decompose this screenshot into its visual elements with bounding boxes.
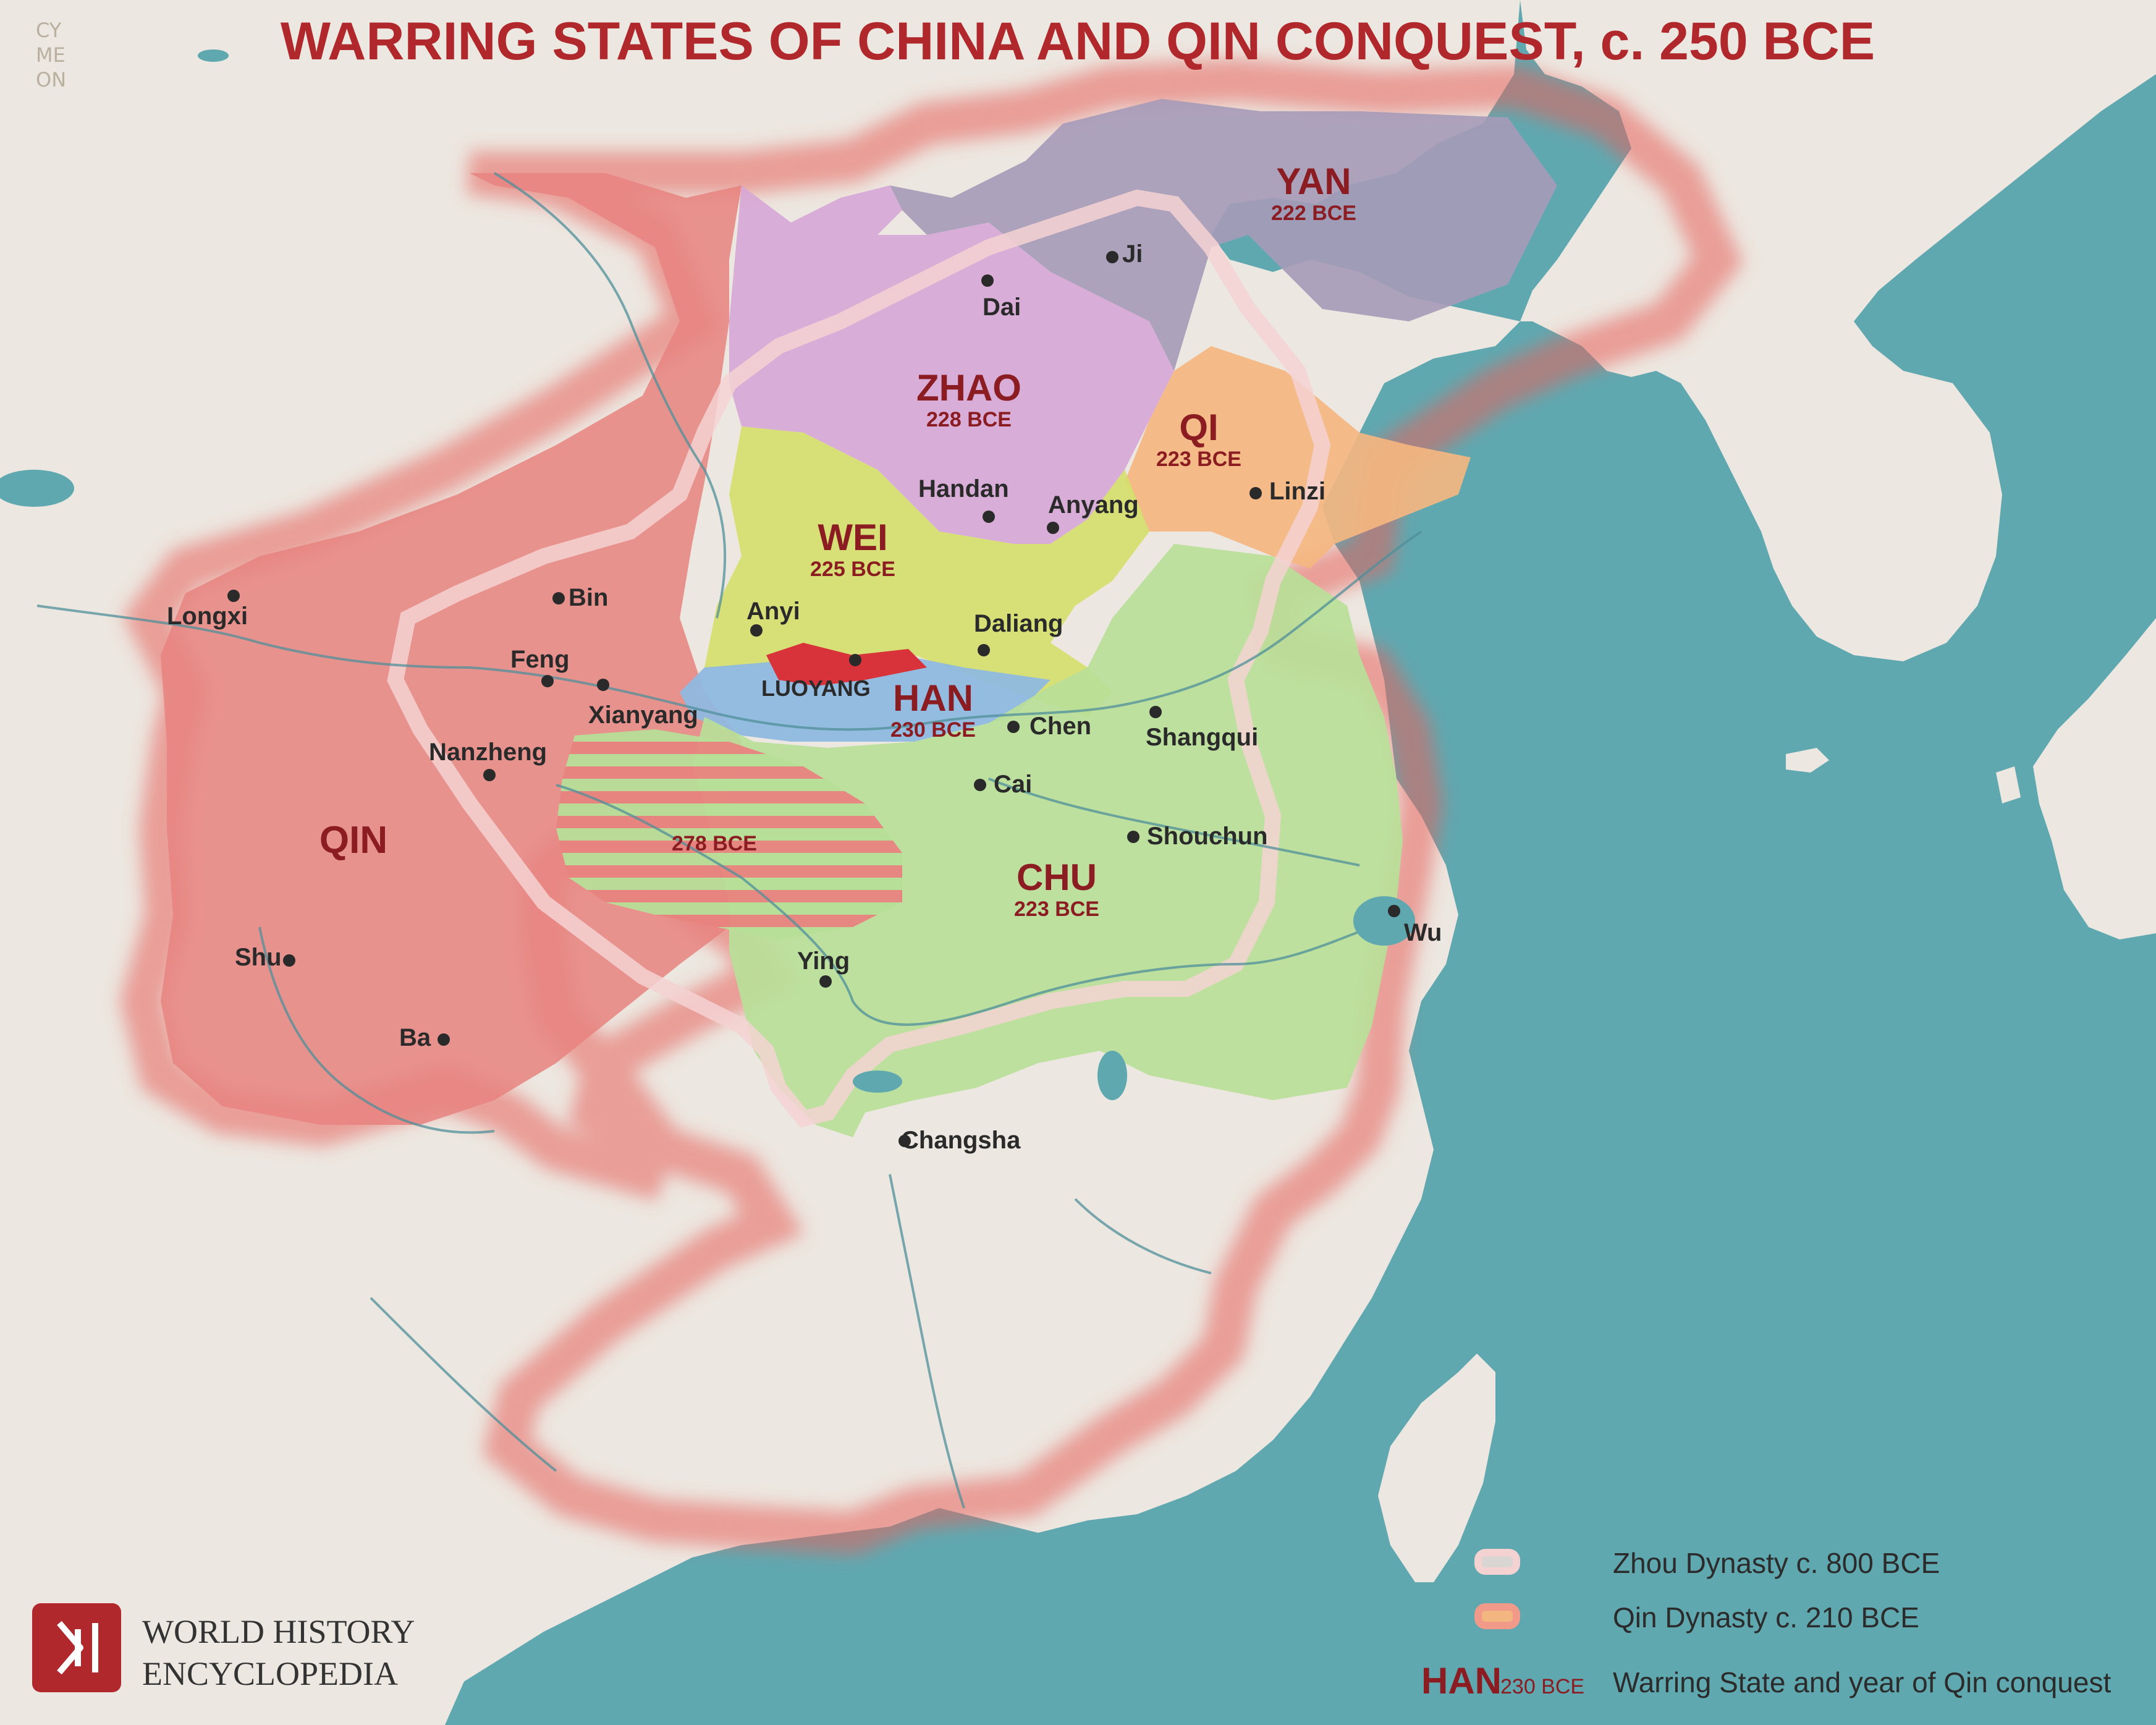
lake-dongting bbox=[853, 1070, 902, 1093]
state-year-chu: 223 BCE bbox=[1014, 897, 1099, 921]
svg-text:Feng: Feng bbox=[510, 646, 570, 673]
svg-text:Nanzheng: Nanzheng bbox=[429, 739, 547, 766]
qin-dynasty-boundary bbox=[119, 58, 1743, 1555]
state-label-han: HAN bbox=[893, 677, 973, 719]
city-shu: Shu bbox=[235, 944, 295, 971]
svg-text:Ying: Ying bbox=[797, 947, 850, 975]
svg-text:Anyang: Anyang bbox=[1048, 491, 1139, 519]
city-nanzheng: Nanzheng bbox=[429, 739, 547, 781]
city-xianyang: Xianyang bbox=[588, 679, 698, 729]
city-ba: Ba bbox=[399, 1024, 450, 1051]
japan-island-small bbox=[1786, 748, 1829, 773]
svg-text:Wu: Wu bbox=[1404, 919, 1442, 946]
qinghai-lake bbox=[0, 470, 74, 507]
state-label-wei: WEI bbox=[818, 517, 887, 558]
qi-territory bbox=[1125, 346, 1471, 569]
svg-text:Ji: Ji bbox=[1122, 240, 1143, 268]
whe-logo-line1: WORLD HISTORY bbox=[142, 1613, 415, 1650]
svg-text:Changsha: Changsha bbox=[901, 1127, 1021, 1154]
city-shangqui: Shangqui bbox=[1146, 706, 1258, 751]
city-chen: Chen bbox=[1007, 713, 1091, 740]
legend-qin-label: Qin Dynasty c. 210 BCE bbox=[1613, 1601, 1919, 1634]
signature: CY ME ON bbox=[36, 19, 66, 91]
city-shouchun: Shouchun bbox=[1127, 823, 1268, 850]
taiwan bbox=[1378, 1354, 1495, 1582]
legend-qin-swatch bbox=[1474, 1603, 1520, 1629]
svg-text:Bin: Bin bbox=[569, 584, 608, 611]
svg-text:Daliang: Daliang bbox=[974, 610, 1063, 637]
svg-text:Shouchun: Shouchun bbox=[1147, 823, 1268, 850]
svg-text:Anyi: Anyi bbox=[746, 598, 800, 625]
yan-territory bbox=[890, 99, 1557, 371]
svg-text:Shu: Shu bbox=[235, 944, 282, 971]
lake-north bbox=[198, 49, 229, 62]
svg-text:Linzi: Linzi bbox=[1269, 478, 1325, 505]
svg-text:Xianyang: Xianyang bbox=[588, 701, 698, 729]
svg-text:Chen: Chen bbox=[1029, 713, 1091, 740]
city-cai: Cai bbox=[974, 771, 1032, 798]
state-year-han: 230 BCE bbox=[890, 718, 976, 742]
japan-kyushu bbox=[2033, 618, 2156, 939]
legend-warring-label: Warring State and year of Qin conquest bbox=[1613, 1666, 2112, 1698]
zhou-dynasty-boundary bbox=[387, 189, 1331, 1128]
state-year-wei: 225 BCE bbox=[810, 557, 895, 581]
city-dai: Dai bbox=[981, 274, 1021, 321]
city-anyang: Anyang bbox=[1047, 491, 1139, 534]
japan-island-tsushima bbox=[1996, 766, 2021, 803]
legend-sample-year: 230 BCE bbox=[1500, 1675, 1584, 1698]
legend: Zhou Dynasty c. 800 BCE Qin Dynasty c. 2… bbox=[1421, 1547, 2112, 1702]
city-wu: Wu bbox=[1388, 905, 1442, 946]
city-luoyang: LUOYANG bbox=[761, 654, 871, 701]
city-anyi: Anyi bbox=[746, 598, 800, 637]
city-changsha: Changsha bbox=[898, 1127, 1021, 1154]
legend-sample-state: HAN bbox=[1421, 1660, 1502, 1702]
whe-logo-mark bbox=[57, 1621, 98, 1675]
svg-text:Shangqui: Shangqui bbox=[1146, 724, 1258, 751]
conquest-278-bce-area bbox=[556, 729, 902, 939]
city-daliang: Daliang bbox=[974, 610, 1063, 656]
city-ying: Ying bbox=[797, 947, 850, 988]
state-label-chu: CHU bbox=[1017, 857, 1097, 898]
state-year-zhao: 228 BCE bbox=[926, 408, 1012, 431]
rivers bbox=[36, 172, 1423, 1509]
svg-text:Dai: Dai bbox=[983, 294, 1021, 321]
state-year-yan: 222 BCE bbox=[1271, 201, 1356, 225]
svg-text:ME: ME bbox=[36, 43, 66, 67]
city-ji: Ji bbox=[1106, 240, 1143, 268]
svg-text:CY: CY bbox=[36, 19, 62, 42]
zhao-territory bbox=[729, 185, 1174, 544]
svg-text:ON: ON bbox=[36, 68, 66, 91]
whe-logo: WORLD HISTORY ENCYCLOPEDIA bbox=[32, 1603, 415, 1692]
city-longxi: Longxi bbox=[167, 590, 248, 630]
svg-text:Cai: Cai bbox=[994, 771, 1032, 798]
city-feng: Feng bbox=[510, 646, 570, 687]
svg-text:Longxi: Longxi bbox=[167, 603, 248, 630]
city-linzi: Linzi bbox=[1249, 478, 1325, 505]
luoyang-zhou-remnant bbox=[766, 643, 927, 686]
map-title: WARRING STATES OF CHINA AND QIN CONQUEST… bbox=[281, 12, 1875, 71]
conquest-area-label: 278 BCE bbox=[672, 832, 757, 855]
state-year-qi: 223 BCE bbox=[1156, 447, 1241, 471]
chu-territory bbox=[692, 544, 1403, 1137]
svg-text:Ba: Ba bbox=[399, 1024, 431, 1051]
whe-logo-line2: ENCYCLOPEDIA bbox=[142, 1655, 398, 1692]
legend-zhou-label: Zhou Dynasty c. 800 BCE bbox=[1613, 1547, 1940, 1579]
state-label-zhao: ZHAO bbox=[916, 367, 1021, 409]
state-label-yan: YAN bbox=[1276, 161, 1351, 202]
wei-territory bbox=[704, 426, 1149, 717]
svg-text:Handan: Handan bbox=[918, 475, 1009, 502]
state-label-qi: QI bbox=[1179, 407, 1218, 448]
city-handan: Handan bbox=[918, 475, 1009, 523]
state-label-qin: QIN bbox=[319, 819, 387, 862]
svg-text:LUOYANG: LUOYANG bbox=[761, 676, 871, 701]
lake-poyang bbox=[1097, 1051, 1127, 1100]
city-bin: Bin bbox=[552, 584, 608, 611]
legend-zhou-swatch bbox=[1474, 1549, 1520, 1575]
